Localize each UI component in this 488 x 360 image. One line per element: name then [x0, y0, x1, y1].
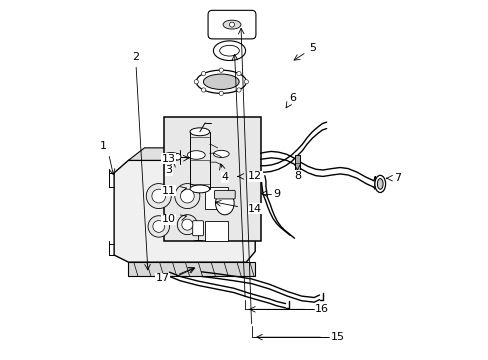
Polygon shape: [114, 160, 255, 262]
Circle shape: [175, 184, 200, 208]
Circle shape: [153, 221, 164, 232]
Text: 1: 1: [100, 141, 107, 151]
Polygon shape: [128, 262, 255, 276]
Circle shape: [148, 216, 169, 237]
Circle shape: [182, 219, 192, 230]
Text: 13: 13: [161, 154, 175, 163]
Circle shape: [177, 215, 197, 235]
Circle shape: [146, 184, 171, 208]
FancyBboxPatch shape: [214, 190, 235, 199]
Text: 15: 15: [330, 332, 344, 342]
Circle shape: [236, 88, 241, 92]
Ellipse shape: [162, 153, 180, 161]
Text: 16: 16: [315, 304, 328, 314]
Text: 9: 9: [272, 189, 280, 199]
Text: 17: 17: [155, 273, 169, 283]
Ellipse shape: [190, 185, 209, 193]
Circle shape: [229, 22, 234, 27]
Circle shape: [244, 80, 248, 84]
Text: 2: 2: [132, 52, 139, 62]
Ellipse shape: [377, 179, 382, 189]
Ellipse shape: [213, 41, 245, 60]
Bar: [205, 221, 228, 241]
Bar: [294, 156, 300, 171]
Text: 10: 10: [161, 214, 175, 224]
Circle shape: [152, 189, 165, 203]
Polygon shape: [128, 148, 260, 160]
Text: 6: 6: [288, 93, 296, 103]
Text: 4: 4: [221, 172, 228, 183]
Bar: [164, 117, 260, 241]
Ellipse shape: [187, 151, 205, 159]
Ellipse shape: [196, 70, 246, 93]
Ellipse shape: [223, 20, 241, 29]
Ellipse shape: [215, 192, 234, 215]
Text: 14: 14: [247, 203, 262, 213]
Text: 11: 11: [161, 186, 175, 196]
Ellipse shape: [374, 175, 385, 193]
Circle shape: [174, 154, 181, 160]
Circle shape: [201, 88, 205, 92]
FancyBboxPatch shape: [207, 10, 255, 39]
Ellipse shape: [213, 150, 229, 157]
Ellipse shape: [219, 45, 239, 56]
Text: 5: 5: [309, 43, 316, 53]
Circle shape: [236, 71, 241, 76]
Circle shape: [180, 189, 194, 203]
Circle shape: [219, 68, 223, 72]
Bar: [205, 187, 228, 208]
Text: 7: 7: [394, 173, 401, 183]
Text: 12: 12: [247, 171, 262, 181]
Circle shape: [194, 80, 198, 84]
Ellipse shape: [190, 128, 209, 136]
Circle shape: [201, 71, 205, 76]
Ellipse shape: [203, 74, 239, 89]
Text: 8: 8: [293, 171, 300, 181]
FancyBboxPatch shape: [192, 221, 203, 236]
Text: 3: 3: [165, 165, 172, 175]
Circle shape: [219, 91, 223, 95]
